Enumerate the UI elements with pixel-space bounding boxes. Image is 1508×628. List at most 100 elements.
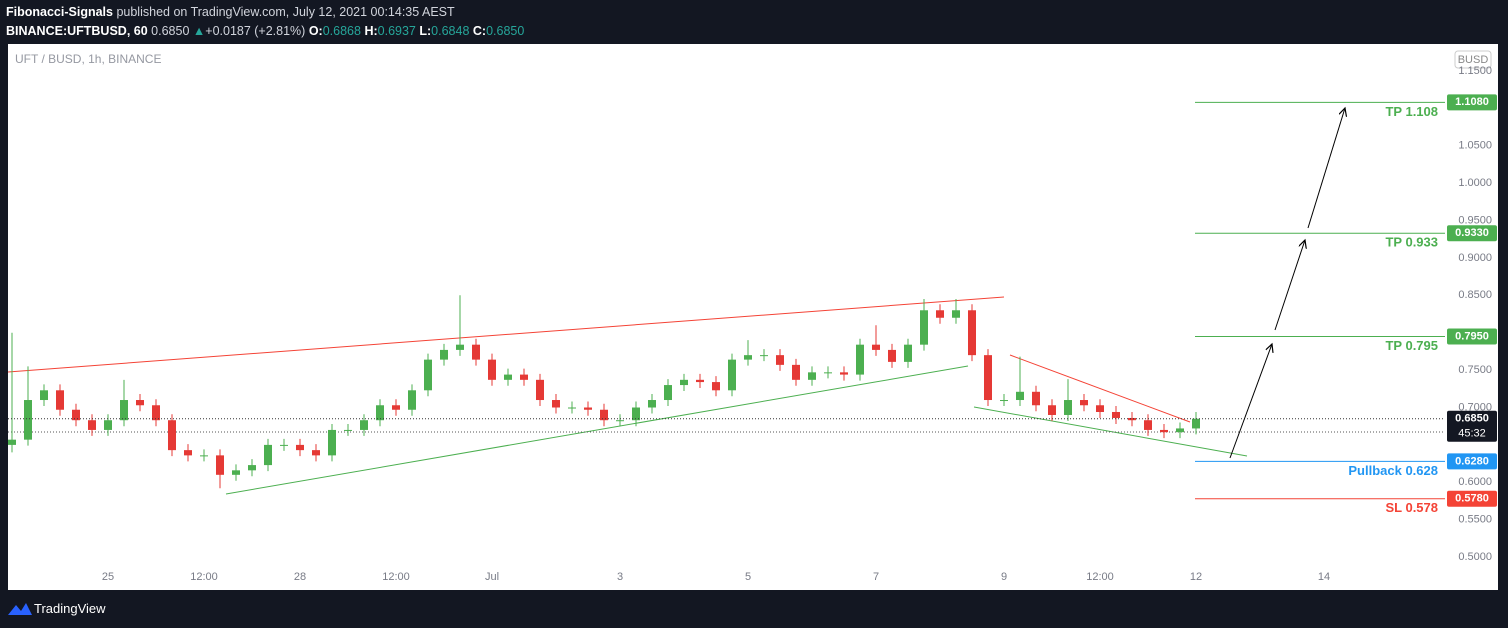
change: +0.0187 (+2.81%) (205, 24, 306, 38)
ohlc-value: 0.6848 (431, 24, 470, 38)
countdown: 45:32 (1458, 428, 1486, 440)
x-tick-label: 28 (294, 571, 306, 583)
trendline (8, 296, 1005, 373)
candle-body (8, 439, 16, 445)
header-line-2: BINANCE:UFTBUSD, 60 0.6850 ▲+0.0187 (+2.… (6, 22, 524, 41)
candle-body (168, 420, 176, 451)
ohlc-value: 0.6850 (486, 24, 525, 38)
x-tick-label: 12 (1190, 571, 1202, 583)
candle-body (1112, 411, 1120, 418)
candle-body (904, 344, 912, 362)
candle-body (840, 372, 848, 375)
candle-body (152, 405, 160, 421)
up-arrow: ▲ (192, 24, 206, 38)
last-price-label: 0.6850 (1455, 413, 1489, 425)
candle-body (488, 359, 496, 380)
candle-body (120, 400, 128, 421)
candle-body (808, 372, 816, 380)
candle-body (136, 400, 144, 406)
candle-body (1144, 420, 1152, 430)
level-label: SL 0.578 (1385, 500, 1438, 515)
candle-body (328, 429, 336, 456)
candle-body (760, 355, 768, 357)
candle-body (1176, 428, 1184, 433)
candle-body (376, 405, 384, 421)
candle-body (1160, 429, 1168, 433)
x-tick-label: Jul (485, 571, 499, 583)
ohlc-label: C: (472, 24, 487, 38)
y-tick-label: 1.0000 (1458, 177, 1492, 189)
ohlc-label: H: (364, 24, 378, 38)
candle-body (184, 450, 192, 456)
candle-body (520, 374, 528, 380)
price-tag (1447, 453, 1497, 470)
ohlc-value: 0.6868 (322, 24, 361, 38)
trendline (225, 365, 969, 495)
candle-body (1080, 400, 1088, 406)
last-price-tag (1447, 410, 1497, 442)
candle-body (312, 450, 320, 456)
y-tick-label: 1.1500 (1458, 65, 1492, 77)
currency: BUSD (1458, 54, 1489, 66)
candle-body (696, 379, 704, 383)
chart-background (8, 44, 1498, 590)
candle-body (216, 455, 224, 475)
candle-body (680, 379, 688, 386)
candle-body (616, 420, 624, 422)
level-label: TP 1.108 (1385, 104, 1438, 119)
price-tag (1447, 94, 1497, 111)
candle-body (248, 465, 256, 471)
y-tick-label: 0.7000 (1458, 401, 1492, 413)
candle-body (296, 444, 304, 451)
y-tick-label: 0.9500 (1458, 214, 1492, 226)
candle-body (792, 364, 800, 380)
candle-body (552, 400, 560, 408)
candle-body (856, 344, 864, 375)
y-tick-label: 0.5000 (1458, 551, 1492, 563)
candle-body (1064, 400, 1072, 415)
candle-body (1192, 418, 1200, 429)
x-tick-label: 12:00 (382, 571, 410, 583)
price-tag-label: 0.6280 (1455, 455, 1489, 467)
y-tick-label: 0.8500 (1458, 289, 1492, 301)
candle-body (872, 344, 880, 350)
candle-body (1048, 405, 1056, 415)
candle-body (424, 359, 432, 391)
candle-body (440, 349, 448, 360)
level-label: TP 0.795 (1385, 338, 1438, 353)
candle-body (1000, 400, 1008, 402)
publisher: Fibonacci-Signals (6, 5, 113, 19)
x-tick-label: 25 (102, 571, 114, 583)
header: Fibonacci-Signals published on TradingVi… (6, 3, 524, 41)
candle-body (888, 349, 896, 362)
price-tag (1447, 328, 1497, 345)
candle-body (280, 444, 288, 446)
x-tick-label: 12:00 (190, 571, 218, 583)
last: 0.6850 (151, 24, 190, 38)
y-tick-label: 1.0500 (1458, 140, 1492, 152)
candle-body (568, 407, 576, 409)
chart-title: UFT / BUSD, 1h, BINANCE (15, 52, 161, 66)
symbol: BINANCE:UFTBUSD, 60 (6, 24, 148, 38)
currency-box (1454, 50, 1492, 69)
price-tag-label: 1.1080 (1455, 96, 1489, 108)
price-tag-label: 0.5780 (1455, 493, 1489, 505)
candle-body (1016, 391, 1024, 401)
candle-body (920, 310, 928, 345)
header-line-1: Fibonacci-Signals published on TradingVi… (6, 3, 524, 22)
candle-body (952, 310, 960, 318)
candle-body (632, 407, 640, 421)
level-label: TP 0.933 (1385, 235, 1438, 250)
trendline (1009, 354, 1191, 423)
candle-body (392, 405, 400, 410)
trendline (973, 406, 1248, 457)
x-tick-label: 9 (1001, 571, 1007, 583)
candle-body (344, 429, 352, 431)
candle-body (648, 400, 656, 408)
candle-body (712, 382, 720, 391)
candle-body (536, 379, 544, 401)
candle-body (360, 420, 368, 430)
candle-body (1128, 417, 1136, 421)
